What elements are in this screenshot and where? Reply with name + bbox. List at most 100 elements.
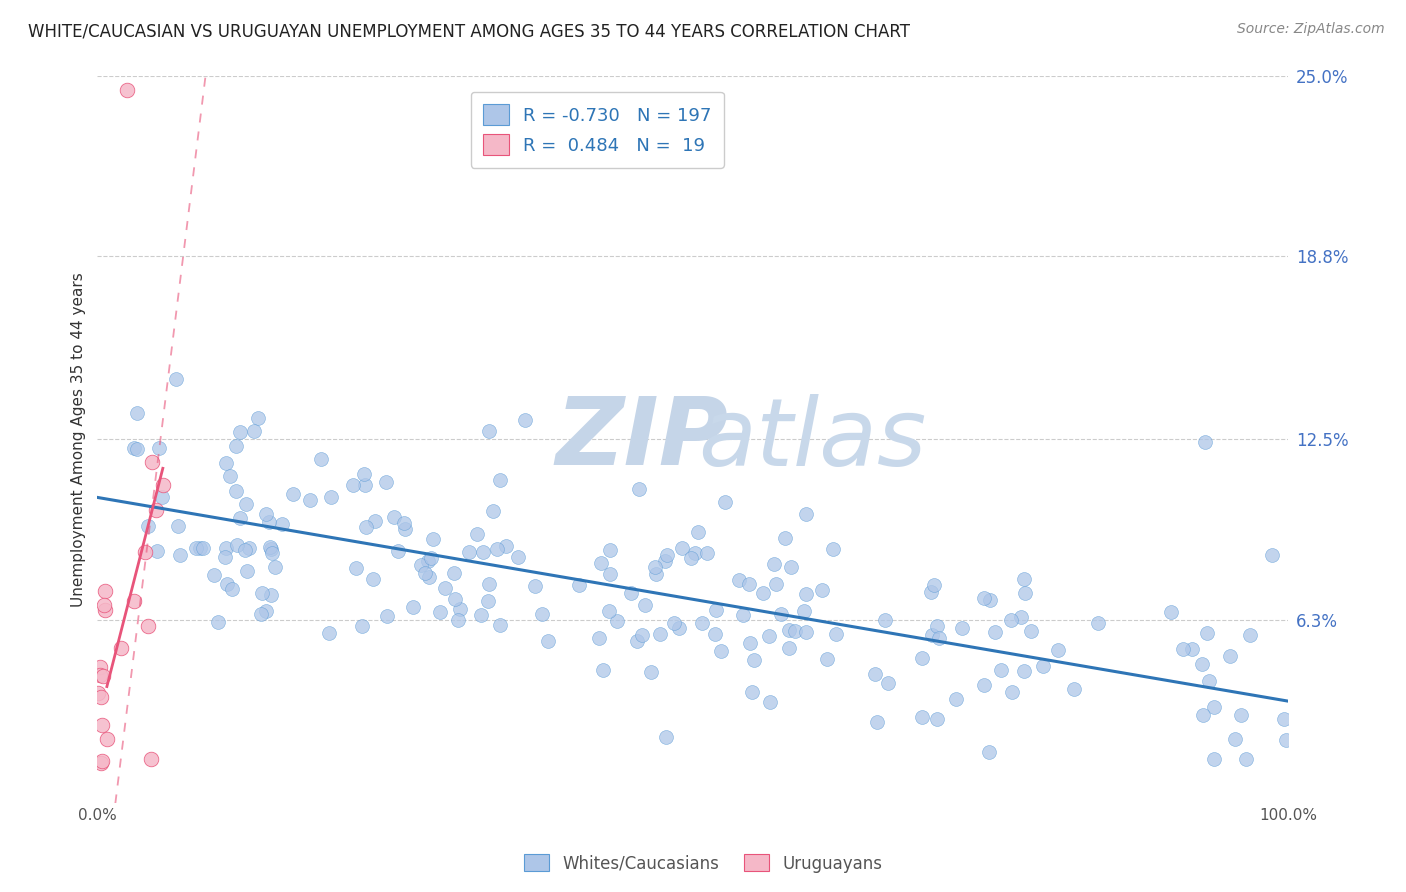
Point (353, 467, 375, 482)
Point (486, 541, 509, 556)
Point (354, 477, 377, 491)
Point (1229, 708, 1251, 723)
Point (87, 685, 110, 699)
Point (925, 712, 948, 726)
Point (685, 546, 707, 560)
Point (394, 522, 416, 536)
Point (238, 541, 260, 556)
Point (1014, 664, 1036, 678)
Point (876, 675, 898, 690)
Point (387, 543, 409, 558)
Point (139, 752, 162, 766)
Point (1000, 613, 1022, 627)
Point (250, 607, 273, 621)
Point (260, 588, 283, 602)
Point (794, 508, 817, 522)
Point (811, 582, 834, 597)
Point (495, 539, 517, 553)
Point (728, 573, 751, 587)
Point (221, 582, 243, 596)
Point (704, 627, 727, 641)
Point (645, 567, 668, 582)
Point (382, 509, 405, 524)
Point (671, 541, 693, 555)
Point (1010, 610, 1032, 624)
Point (640, 665, 662, 679)
Point (259, 515, 281, 529)
Point (419, 551, 441, 566)
Point (150, 490, 173, 504)
Point (1171, 642, 1194, 657)
Point (342, 478, 364, 492)
Point (873, 613, 896, 627)
Point (783, 624, 806, 638)
Point (1191, 657, 1213, 671)
Point (945, 691, 967, 706)
Point (226, 538, 249, 552)
Point (758, 629, 780, 643)
Point (270, 516, 292, 531)
Point (1225, 731, 1247, 746)
Point (973, 591, 995, 606)
Point (765, 577, 787, 591)
Point (924, 578, 946, 592)
Point (921, 627, 943, 641)
Point (704, 603, 727, 617)
Point (361, 572, 384, 586)
Point (91, 718, 114, 732)
Point (1275, 733, 1298, 747)
Point (794, 625, 817, 640)
Point (402, 599, 425, 614)
Point (236, 564, 259, 578)
Point (763, 558, 786, 572)
Point (110, 641, 132, 656)
Point (824, 627, 846, 641)
Point (233, 543, 256, 558)
Point (215, 577, 238, 591)
Point (1197, 625, 1219, 640)
Point (714, 494, 737, 508)
Point (254, 507, 277, 521)
Point (688, 524, 710, 539)
Point (262, 546, 284, 560)
Point (742, 653, 765, 667)
Y-axis label: Unemployment Among Ages 35 to 44 years: Unemployment Among Ages 35 to 44 years (72, 272, 86, 607)
Point (90, 756, 112, 771)
Point (863, 666, 886, 681)
Point (215, 541, 238, 556)
Point (235, 497, 257, 511)
Point (434, 581, 457, 595)
Point (1219, 648, 1241, 663)
Point (477, 594, 499, 608)
Point (1272, 712, 1295, 726)
Point (620, 585, 643, 599)
Point (319, 490, 342, 504)
Point (537, 634, 560, 648)
Point (927, 619, 949, 633)
Point (309, 452, 332, 467)
Point (866, 715, 889, 730)
Point (409, 558, 432, 572)
Point (141, 455, 163, 469)
Point (1001, 684, 1024, 698)
Point (259, 540, 281, 554)
Point (125, 405, 148, 419)
Point (94, 584, 117, 599)
Point (1204, 700, 1226, 714)
Point (446, 613, 468, 627)
Point (662, 616, 685, 631)
Point (599, 567, 621, 582)
Point (207, 615, 229, 629)
Point (96, 731, 118, 746)
Point (413, 566, 436, 580)
Point (146, 544, 169, 558)
Point (134, 545, 156, 559)
Point (1239, 627, 1261, 641)
Point (979, 593, 1001, 607)
Point (94, 602, 117, 616)
Point (167, 519, 190, 533)
Point (793, 603, 815, 617)
Point (225, 439, 247, 453)
Point (344, 561, 367, 575)
Point (374, 475, 396, 489)
